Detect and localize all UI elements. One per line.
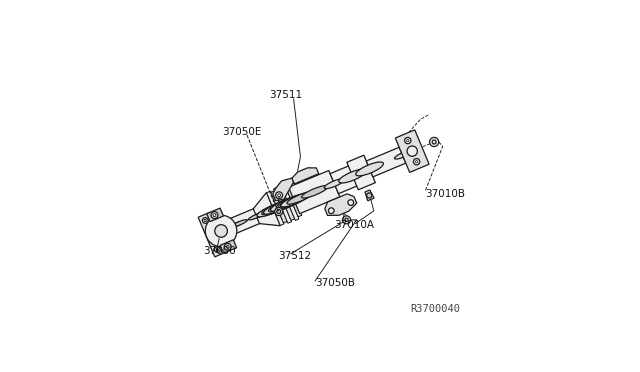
- Polygon shape: [324, 194, 356, 215]
- Ellipse shape: [324, 179, 344, 189]
- Polygon shape: [366, 147, 406, 177]
- Circle shape: [276, 192, 282, 199]
- Text: 37000: 37000: [204, 246, 236, 256]
- Polygon shape: [198, 212, 227, 257]
- Circle shape: [404, 137, 411, 144]
- Ellipse shape: [280, 193, 311, 207]
- Polygon shape: [365, 190, 374, 201]
- Polygon shape: [278, 187, 294, 220]
- Ellipse shape: [281, 194, 307, 207]
- Ellipse shape: [362, 165, 378, 173]
- Text: 37050E: 37050E: [222, 127, 261, 137]
- Polygon shape: [267, 191, 284, 225]
- Ellipse shape: [339, 169, 367, 183]
- Text: 37512: 37512: [278, 251, 311, 261]
- Text: 37010A: 37010A: [333, 220, 374, 230]
- Text: 37010B: 37010B: [426, 189, 465, 199]
- Polygon shape: [273, 187, 292, 223]
- Circle shape: [348, 200, 354, 205]
- Polygon shape: [292, 168, 319, 184]
- Circle shape: [216, 248, 219, 251]
- Ellipse shape: [222, 224, 237, 231]
- Circle shape: [407, 146, 417, 156]
- Circle shape: [328, 208, 334, 214]
- Ellipse shape: [264, 198, 298, 214]
- Ellipse shape: [356, 162, 383, 176]
- Polygon shape: [330, 166, 358, 194]
- Text: 37050B: 37050B: [315, 278, 355, 288]
- Polygon shape: [207, 208, 223, 222]
- Ellipse shape: [268, 197, 300, 212]
- Circle shape: [214, 247, 220, 253]
- Circle shape: [432, 140, 436, 144]
- Ellipse shape: [248, 212, 264, 220]
- Ellipse shape: [227, 222, 243, 229]
- Polygon shape: [281, 184, 299, 221]
- Ellipse shape: [394, 151, 410, 159]
- Circle shape: [202, 218, 208, 223]
- Circle shape: [345, 218, 348, 222]
- Circle shape: [415, 161, 418, 163]
- Polygon shape: [289, 170, 340, 214]
- Polygon shape: [220, 240, 237, 253]
- Circle shape: [342, 216, 351, 224]
- Circle shape: [204, 219, 207, 222]
- Circle shape: [429, 137, 438, 147]
- Circle shape: [211, 212, 218, 218]
- Circle shape: [276, 209, 281, 214]
- Polygon shape: [396, 130, 429, 172]
- Circle shape: [275, 208, 283, 215]
- Circle shape: [215, 225, 227, 237]
- Ellipse shape: [276, 194, 307, 209]
- Ellipse shape: [262, 201, 292, 215]
- Circle shape: [278, 194, 280, 197]
- Ellipse shape: [271, 195, 305, 211]
- Text: R3700040: R3700040: [410, 304, 460, 314]
- Ellipse shape: [232, 219, 247, 227]
- Circle shape: [227, 246, 229, 248]
- Polygon shape: [273, 178, 294, 201]
- Text: 37511: 37511: [269, 90, 303, 100]
- Polygon shape: [285, 185, 301, 217]
- Circle shape: [224, 243, 231, 250]
- Ellipse shape: [301, 186, 328, 198]
- Polygon shape: [227, 207, 264, 235]
- Ellipse shape: [287, 192, 314, 204]
- Circle shape: [367, 193, 372, 198]
- Ellipse shape: [254, 211, 269, 218]
- Polygon shape: [347, 155, 375, 190]
- Ellipse shape: [257, 201, 290, 217]
- Circle shape: [406, 140, 409, 142]
- Circle shape: [413, 158, 420, 165]
- Ellipse shape: [344, 171, 364, 180]
- Polygon shape: [271, 191, 287, 223]
- Polygon shape: [253, 192, 280, 226]
- Circle shape: [213, 214, 216, 217]
- Circle shape: [205, 215, 237, 247]
